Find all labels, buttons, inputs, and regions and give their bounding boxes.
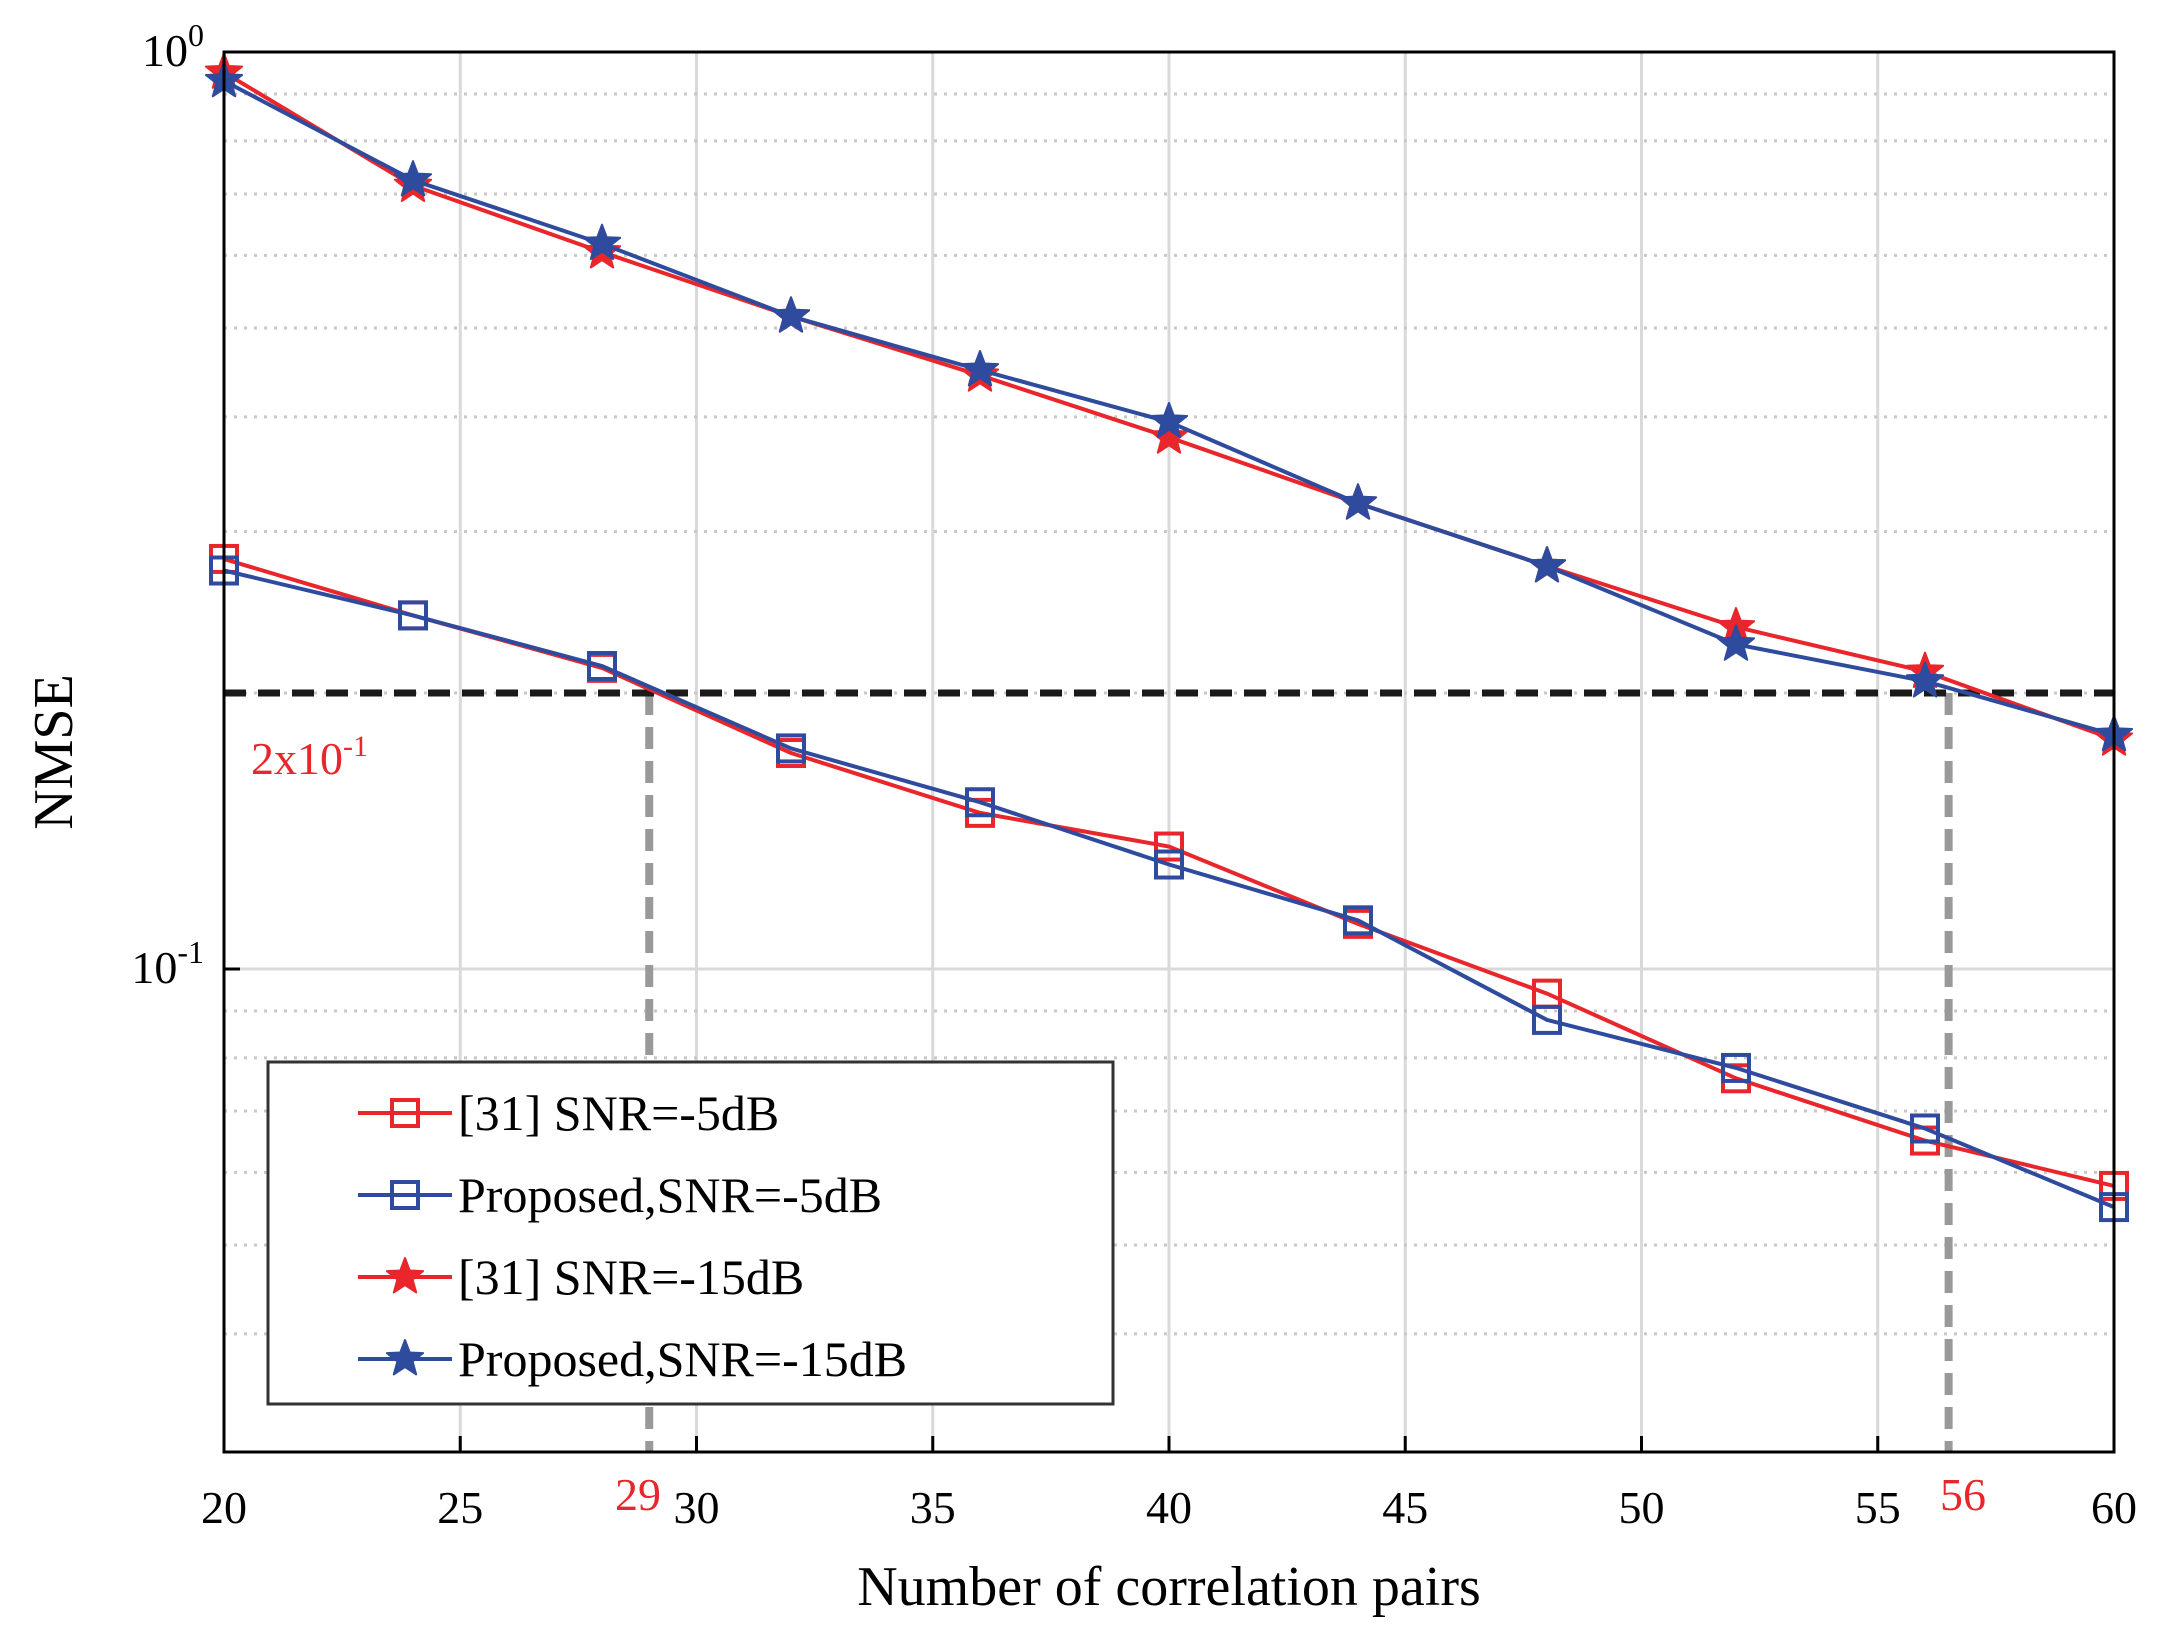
- data-point: [1716, 624, 1756, 661]
- legend-marker: [385, 1257, 425, 1294]
- data-point: [1343, 905, 1373, 936]
- data-point: [393, 160, 433, 197]
- data-point: [1149, 417, 1189, 454]
- x-tick-label: 60: [2091, 1482, 2137, 1533]
- data-point: [1721, 1052, 1751, 1083]
- data-point: [1532, 1004, 1562, 1035]
- legend-marker: [390, 1180, 420, 1210]
- y-tick-exponent: -1: [177, 934, 204, 970]
- crossover-label-29: 29: [615, 1469, 661, 1520]
- data-point: [1338, 483, 1378, 520]
- legend-item-3: Proposed,SNR=-15dB: [358, 1331, 907, 1387]
- y-axis-title: NMSE: [23, 674, 85, 830]
- data-point: [771, 296, 811, 333]
- legend-label: [31] SNR=-5dB: [458, 1085, 779, 1141]
- data-point: [587, 651, 617, 682]
- data-point: [1154, 831, 1184, 862]
- legend-marker: [390, 1098, 420, 1128]
- x-tick-label: 50: [1619, 1482, 1665, 1533]
- x-axis-title: Number of correlation pairs: [857, 1556, 1481, 1618]
- data-point: [1527, 546, 1567, 583]
- legend-label: Proposed,SNR=-5dB: [458, 1167, 882, 1223]
- x-tick-label: 25: [437, 1482, 483, 1533]
- data-point: [776, 733, 806, 764]
- data-point: [1905, 661, 1945, 698]
- legend-item-2: [31] SNR=-15dB: [358, 1249, 804, 1305]
- y-tick-base: 10: [131, 942, 177, 993]
- legend-label: [31] SNR=-15dB: [458, 1249, 804, 1305]
- data-point: [1149, 401, 1189, 439]
- y-tick-exponent: 0: [188, 17, 204, 53]
- x-tick-label: 55: [1855, 1482, 1901, 1533]
- legend-item-0: [31] SNR=-5dB: [358, 1085, 779, 1141]
- y-tick-base: 10: [142, 25, 188, 76]
- legend: [31] SNR=-5dB Proposed,SNR=-5dB [31] SNR=-…: [266, 1060, 1115, 1406]
- y-tick-label: 100: [142, 17, 204, 76]
- legend-box: [266, 1060, 1115, 1406]
- legend-item-1: Proposed,SNR=-5dB: [358, 1167, 882, 1223]
- series-line: [223, 568, 2115, 1209]
- x-tick-label: 30: [674, 1482, 720, 1533]
- data-point: [960, 350, 1000, 387]
- y-tick-label: 10-1: [131, 934, 204, 993]
- data-point: [1910, 1113, 1940, 1144]
- x-tick-label: 20: [201, 1482, 247, 1533]
- data-point: [965, 787, 995, 818]
- data-point: [1154, 849, 1184, 880]
- crossover-label-56: 56: [1940, 1469, 1986, 1520]
- x-tick-label: 40: [1146, 1482, 1192, 1533]
- threshold-annotation: 2x10-1: [251, 730, 368, 784]
- x-tick-label: 45: [1382, 1482, 1428, 1533]
- threshold-annotation-base: 2x10: [251, 733, 343, 784]
- annotations: 2x10-1 29 56: [251, 730, 1986, 1520]
- legend-label: Proposed,SNR=-15dB: [458, 1331, 907, 1387]
- x-tick-label: 35: [910, 1482, 956, 1533]
- data-point: [398, 600, 428, 631]
- legend-marker: [385, 1339, 425, 1376]
- data-point: [582, 223, 622, 260]
- threshold-annotation-exponent: -1: [343, 730, 368, 763]
